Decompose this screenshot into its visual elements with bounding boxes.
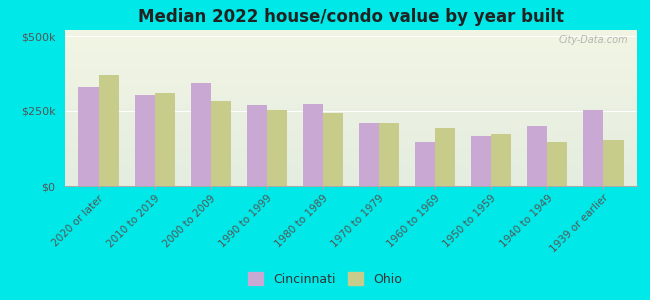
Bar — [527, 126, 547, 186]
Bar — [99, 75, 119, 186]
Bar — [359, 123, 379, 186]
Bar — [267, 110, 287, 186]
Bar — [583, 110, 603, 186]
Bar — [379, 123, 399, 186]
Bar — [190, 82, 211, 186]
Bar — [323, 113, 343, 186]
Legend: Cincinnati, Ohio: Cincinnati, Ohio — [243, 267, 407, 291]
Bar — [155, 93, 175, 186]
Bar — [603, 140, 623, 186]
Bar — [303, 103, 323, 186]
Text: City-Data.com: City-Data.com — [559, 35, 629, 45]
Bar — [471, 136, 491, 186]
Bar — [415, 142, 435, 186]
Title: Median 2022 house/condo value by year built: Median 2022 house/condo value by year bu… — [138, 8, 564, 26]
Bar — [79, 87, 99, 186]
Bar — [547, 142, 567, 186]
Bar — [435, 128, 455, 186]
Bar — [491, 134, 512, 186]
Bar — [135, 94, 155, 186]
Bar — [211, 100, 231, 186]
Bar — [247, 105, 267, 186]
